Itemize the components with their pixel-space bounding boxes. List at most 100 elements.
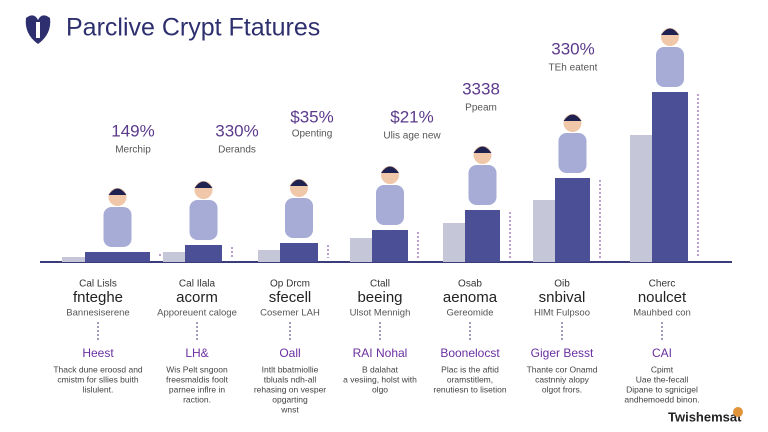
column-link: Boonelocst [440,346,500,360]
column-label: Oib [554,279,570,290]
column-name: aenoma [443,289,498,306]
column-desc: andhemoedd binon. [624,394,699,404]
stat-value: 330% [215,121,258,140]
column-name: snbival [539,289,586,306]
person-body [189,200,218,240]
bar-back [62,257,85,262]
column-desc: Dipane to sgnicigel [626,384,698,394]
column-name: noulcet [638,289,687,306]
brand-icon [733,407,743,417]
stat-caption: TEh eatent [549,63,598,74]
column-sub: Gereomide [447,308,494,319]
column-sub: Ulsot Mennigh [350,308,411,319]
person-body [376,185,404,225]
column-desc: olgot frors. [542,384,582,394]
column-sub: HlMt Fulpsoo [534,308,590,319]
bar [555,178,590,262]
person-hair [290,179,308,186]
person-hair [563,114,582,121]
stat-value: 330% [551,39,594,58]
column-label: Cal Lisls [79,279,117,290]
column-desc: Wis Pelt sngoon [166,364,228,374]
bar [652,92,688,262]
logo-mark [36,22,40,38]
column-desc: tbluals ndh-all [264,374,317,384]
column-link: RAI Nohal [353,346,408,360]
column-desc: cmistm for sllies buith [57,374,139,384]
person-hair [473,146,492,153]
column-desc: olgo [372,384,388,394]
column-link: LH& [185,346,208,360]
person-body [468,165,497,205]
column-desc: wnst [280,404,299,414]
column-sub: Mauhbed con [633,308,691,319]
footer-brand: Twishemsat [668,409,742,424]
column-label: Ctall [370,279,390,290]
column-desc: Uae the-fecall [636,374,689,384]
column-desc: Intlt bbatmiollie [262,364,319,374]
bar-back [350,238,372,262]
column-name: acorm [176,289,218,306]
column-desc: Thante cor Onamd [527,364,598,374]
bar [280,243,318,262]
column-label: Op Drcm [270,279,310,290]
person-body [656,47,684,87]
bar-back [163,252,185,262]
column-name: fnteghe [73,289,123,306]
column-desc: parnee inflre in [169,384,226,394]
column-desc: Cpimt [651,364,674,374]
person-hair [108,188,127,195]
column-desc: Plac is the aftid [441,364,499,374]
column-sub: Apporeuent caloge [157,308,237,319]
column-link: CAI [652,346,672,360]
bar-back [533,200,555,262]
column-sub: Bannesiserene [66,308,129,319]
stat-caption: Ulis age new [383,131,441,142]
bar [85,252,150,262]
stat-caption: Openting [292,129,333,140]
column-desc: rehasing on vesper [254,384,326,394]
bar-back [443,223,465,262]
column-desc: castnniy alopy [535,374,590,384]
stat-value: $35% [290,107,333,126]
column-desc: B dalahat [362,364,399,374]
stat-caption: Derands [218,145,256,156]
logo [25,15,51,44]
column-sub: Cosemer LAH [260,308,320,319]
column-desc: freesmaldis foolt [166,374,229,384]
column-label: Cherc [649,279,676,290]
stat-value: $21% [390,107,433,126]
column-link: Oall [279,346,300,360]
column-desc: lislulent. [83,384,114,394]
person-hair [194,181,213,188]
stat-caption: Ppeam [465,103,497,114]
column-desc: raction. [183,394,211,404]
stat-value: 3338 [462,79,500,98]
stat-value: 149% [111,121,154,140]
column-desc: Thack dune eroosd and [53,364,143,374]
column-desc: a vesiing, holst with [343,374,417,384]
content: 149% Merchip 330% Derands $35% Openting $21% Ul… [53,28,700,414]
column-label: Cal Ilala [179,279,216,290]
bar [465,210,500,262]
bar-back [258,250,280,262]
person-hair [661,28,679,35]
bar [372,230,408,262]
bar [185,245,222,262]
column-desc: opgarting [272,394,308,404]
person-body [558,133,587,173]
column-link: Giger Besst [531,346,594,360]
column-name: sfecell [269,289,312,306]
column-desc: oramstitlem, [447,374,493,384]
column-link: Heest [82,346,114,360]
column-name: beeing [357,289,402,306]
bar-back [630,135,652,262]
column-label: Osab [458,279,482,290]
column-desc: renutiesn to lisetion [433,384,507,394]
title: Parclive Crypt Ftatures [66,14,320,42]
person-hair [381,166,399,173]
stat-caption: Merchip [115,145,151,156]
person-body [285,198,313,238]
person-body [103,207,132,247]
